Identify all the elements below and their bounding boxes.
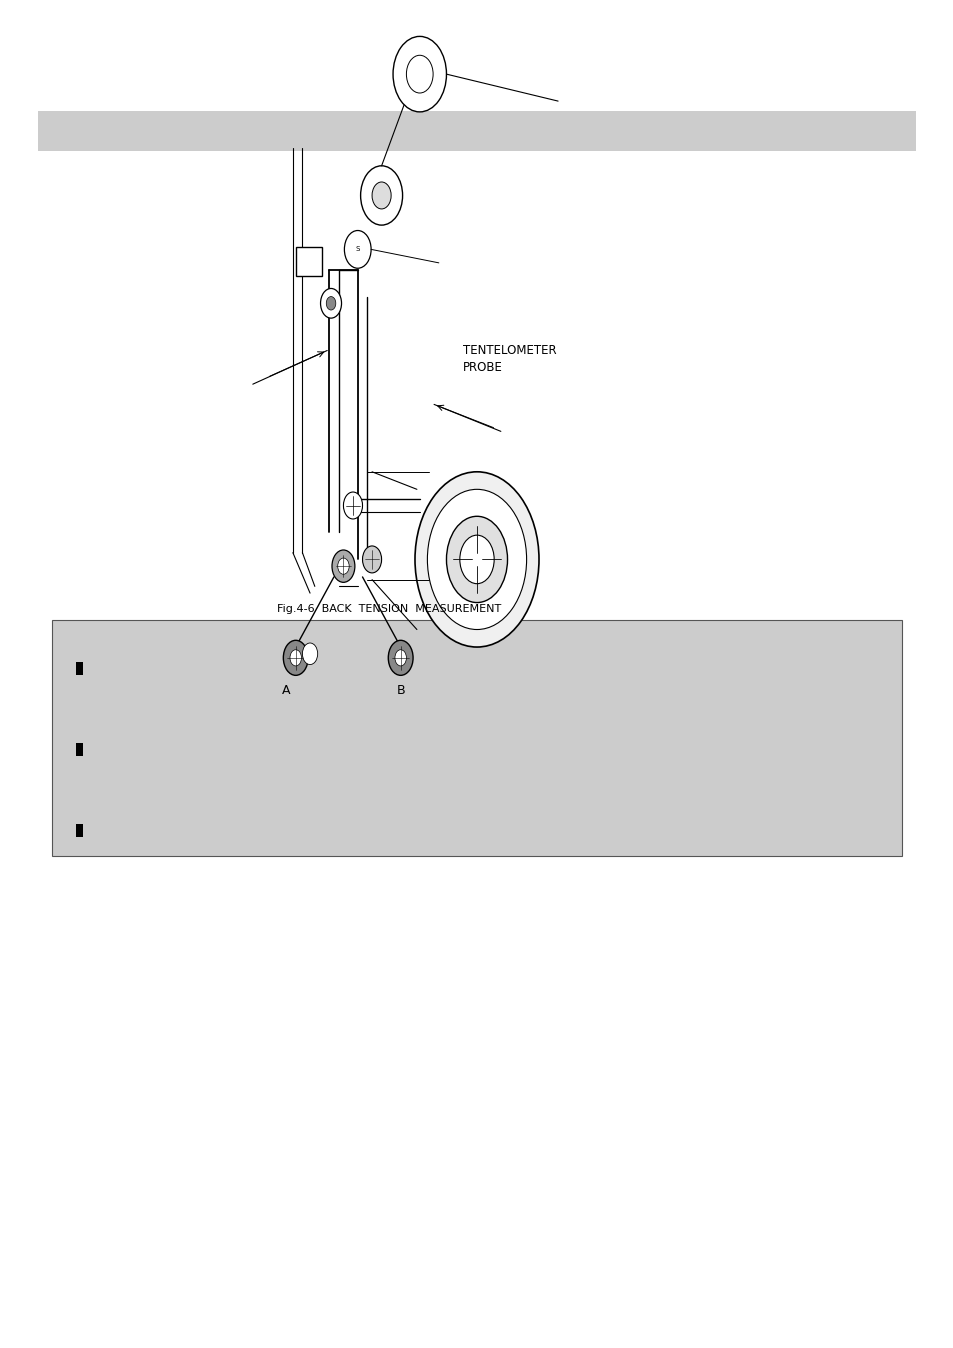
Circle shape [326, 297, 335, 310]
Bar [38, 111, 915, 151]
Circle shape [283, 640, 308, 675]
Text: B: B [395, 683, 405, 697]
Circle shape [320, 288, 341, 318]
Circle shape [395, 650, 406, 666]
Circle shape [459, 535, 494, 584]
Circle shape [393, 36, 446, 112]
Circle shape [446, 516, 507, 603]
Bar [295, 247, 322, 276]
Circle shape [337, 558, 349, 574]
Circle shape [343, 492, 362, 519]
Bar [52, 620, 901, 856]
Circle shape [427, 489, 526, 630]
Circle shape [372, 182, 391, 209]
Bar [76, 662, 83, 675]
Text: TENTELOMETER
PROBE: TENTELOMETER PROBE [462, 344, 556, 373]
Text: S: S [355, 247, 359, 252]
Bar [76, 824, 83, 837]
Text: A: A [282, 683, 290, 697]
Bar [76, 743, 83, 756]
Text: Fig.4-6  BACK  TENSION  MEASUREMENT: Fig.4-6 BACK TENSION MEASUREMENT [276, 604, 500, 615]
Circle shape [415, 472, 538, 647]
Circle shape [344, 231, 371, 268]
Circle shape [302, 643, 317, 665]
Circle shape [406, 55, 433, 93]
Circle shape [388, 640, 413, 675]
Circle shape [332, 550, 355, 582]
Circle shape [362, 546, 381, 573]
Circle shape [290, 650, 301, 666]
Circle shape [360, 166, 402, 225]
